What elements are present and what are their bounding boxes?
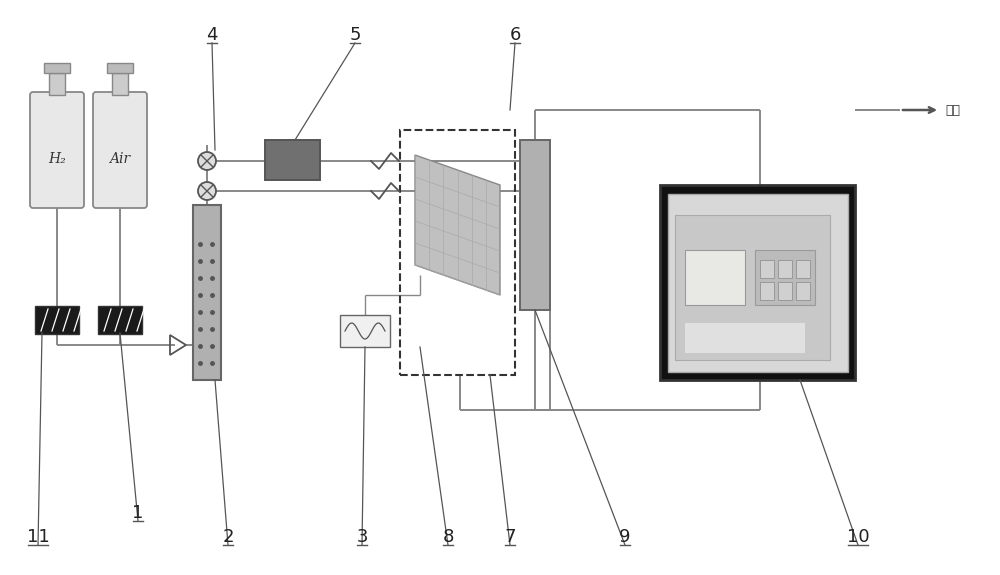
Text: 9: 9 <box>619 528 631 546</box>
Bar <box>685 250 745 305</box>
Text: H₂: H₂ <box>48 152 66 166</box>
Text: 6: 6 <box>509 26 521 44</box>
Bar <box>193 205 221 380</box>
Bar <box>107 63 133 73</box>
Text: Air: Air <box>109 152 131 166</box>
Circle shape <box>198 152 216 170</box>
Bar <box>112 73 128 95</box>
Bar <box>760 282 774 300</box>
Bar <box>660 185 855 380</box>
Text: 2: 2 <box>222 528 234 546</box>
Bar <box>675 215 830 360</box>
Circle shape <box>198 182 216 200</box>
Text: 1: 1 <box>132 504 144 522</box>
Text: 4: 4 <box>206 26 218 44</box>
Text: 5: 5 <box>349 26 361 44</box>
Bar <box>755 250 815 305</box>
Bar <box>265 140 320 180</box>
Bar <box>760 260 774 278</box>
Text: 7: 7 <box>504 528 516 546</box>
Text: 3: 3 <box>356 528 368 546</box>
Bar <box>520 140 550 310</box>
Polygon shape <box>415 155 500 295</box>
Bar <box>49 73 65 95</box>
Bar <box>796 260 810 278</box>
Bar <box>400 130 515 375</box>
Bar <box>44 63 70 73</box>
Bar <box>778 260 792 278</box>
Text: 出口: 出口 <box>945 104 960 117</box>
Text: 8: 8 <box>442 528 454 546</box>
FancyBboxPatch shape <box>30 92 84 208</box>
Bar <box>778 282 792 300</box>
Bar <box>685 323 805 353</box>
Bar <box>668 194 848 372</box>
Bar <box>98 306 142 334</box>
Text: 10: 10 <box>847 528 869 546</box>
Bar <box>340 315 390 347</box>
FancyBboxPatch shape <box>93 92 147 208</box>
Bar <box>796 282 810 300</box>
Text: 11: 11 <box>27 528 49 546</box>
Bar <box>35 306 79 334</box>
